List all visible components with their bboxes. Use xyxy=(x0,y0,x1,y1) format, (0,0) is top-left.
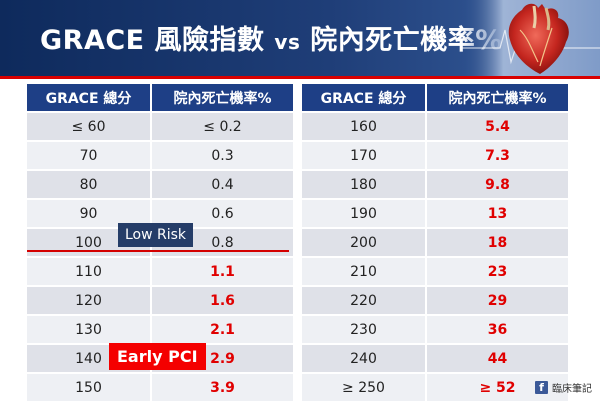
mortality-cell: 44 xyxy=(425,343,568,373)
score-cell: 130 xyxy=(27,314,151,344)
table-row: ≥ 250 ≥ 52 xyxy=(302,372,568,401)
mortality-cell: 36 xyxy=(425,314,568,344)
mortality-cell: 7.3 xyxy=(425,140,568,170)
low-risk-label: Low Risk xyxy=(118,223,194,247)
table-row: 180 9.8 xyxy=(302,169,568,199)
table-row: 110 1.1 xyxy=(27,256,293,286)
score-cell: ≤ 60 xyxy=(27,111,151,141)
table-row: 160 5.4 xyxy=(302,111,568,141)
table-row: 240 44 xyxy=(302,343,568,373)
score-cell: 190 xyxy=(302,198,426,228)
column-header-score: GRACE 總分 xyxy=(302,84,426,112)
mortality-cell: 23 xyxy=(425,256,568,286)
mortality-cell: 1.6 xyxy=(150,285,293,315)
column-header-mortality: 院內死亡機率% xyxy=(150,84,293,112)
footer-credit: f 臨床筆記 xyxy=(535,380,592,395)
low-risk-divider-line xyxy=(27,250,289,252)
mortality-cell: 2.1 xyxy=(150,314,293,344)
mortality-cell: 29 xyxy=(425,285,568,315)
column-header-score: GRACE 總分 xyxy=(27,84,151,112)
mortality-cell: 0.4 xyxy=(150,169,293,199)
early-pci-label: Early PCI xyxy=(109,343,206,370)
table-row: 170 7.3 xyxy=(302,140,568,170)
score-cell: 150 xyxy=(27,372,151,401)
heart-image xyxy=(462,0,600,76)
mortality-cell: 0.3 xyxy=(150,140,293,170)
mortality-cell: ≤ 0.2 xyxy=(150,111,293,141)
table-row: 80 0.4 xyxy=(27,169,293,199)
score-cell: 220 xyxy=(302,285,426,315)
page-title: GRACE 風險指數 vs 院內死亡機率% xyxy=(40,18,503,57)
facebook-icon: f xyxy=(535,381,548,394)
mortality-cell: 5.4 xyxy=(425,111,568,141)
column-header-mortality: 院內死亡機率% xyxy=(425,84,568,112)
table-row: 190 13 xyxy=(302,198,568,228)
table-row: 200 18 xyxy=(302,227,568,257)
score-cell: 200 xyxy=(302,227,426,257)
table-header-row: GRACE 總分 院內死亡機率% xyxy=(27,84,293,112)
score-cell: 160 xyxy=(302,111,426,141)
table-row: 130 2.1 xyxy=(27,314,293,344)
score-cell: 180 xyxy=(302,169,426,199)
score-cell: 120 xyxy=(27,285,151,315)
table-row: 150 3.9 xyxy=(27,372,293,401)
mortality-cell: 1.1 xyxy=(150,256,293,286)
table-row: 220 29 xyxy=(302,285,568,315)
score-cell: ≥ 250 xyxy=(302,372,426,401)
heart-illustration xyxy=(462,0,600,76)
table-row: 120 1.6 xyxy=(27,285,293,315)
title-vs: vs xyxy=(274,30,301,54)
right-table: GRACE 總分 院內死亡機率% 160 5.4 170 7.3 180 9.8 190 13… xyxy=(302,84,568,401)
mortality-cell: 18 xyxy=(425,227,568,257)
score-cell: 230 xyxy=(302,314,426,344)
table-header-row: GRACE 總分 院內死亡機率% xyxy=(302,84,568,112)
score-cell: 170 xyxy=(302,140,426,170)
title-main: GRACE 風險指數 xyxy=(40,25,275,56)
mortality-cell: 0.6 xyxy=(150,198,293,228)
header-divider xyxy=(0,76,600,79)
score-cell: 240 xyxy=(302,343,426,373)
score-cell: 80 xyxy=(27,169,151,199)
footer-text: 臨床筆記 xyxy=(552,384,592,395)
title-banner: GRACE 風險指數 vs 院內死亡機率% xyxy=(0,0,600,76)
table-row: 90 0.6 xyxy=(27,198,293,228)
table-row: 70 0.3 xyxy=(27,140,293,170)
score-cell: 70 xyxy=(27,140,151,170)
table-row: 210 23 xyxy=(302,256,568,286)
left-table: GRACE 總分 院內死亡機率% ≤ 60 ≤ 0.2 70 0.3 80 0.4 90 0.… xyxy=(27,84,293,401)
table-row: 230 36 xyxy=(302,314,568,344)
score-cell: 210 xyxy=(302,256,426,286)
mortality-cell: 13 xyxy=(425,198,568,228)
mortality-cell: 3.9 xyxy=(150,372,293,401)
table-row: ≤ 60 ≤ 0.2 xyxy=(27,111,293,141)
score-cell: 110 xyxy=(27,256,151,286)
mortality-cell: 9.8 xyxy=(425,169,568,199)
